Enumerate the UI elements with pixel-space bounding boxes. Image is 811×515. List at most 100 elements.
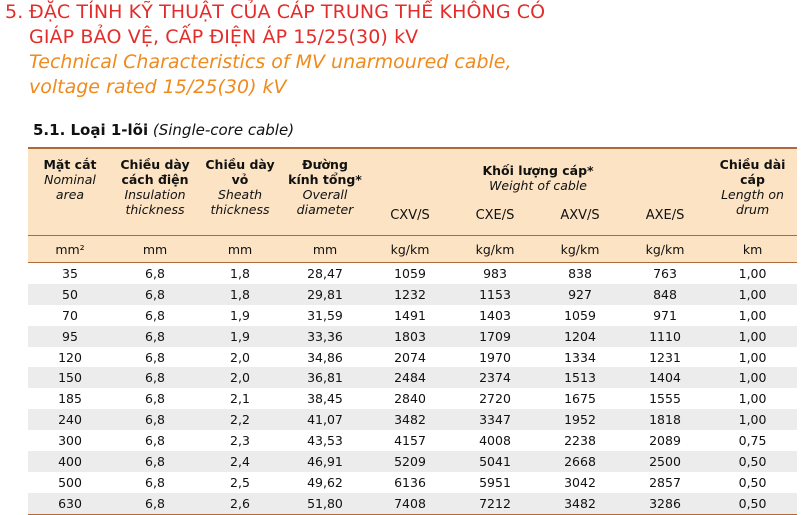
table-row: 95 6,8 1,9 33,36 1803 1709 1204 1110 1,00 [28, 325, 798, 347]
cell-diameter: 31,59 [307, 307, 343, 323]
cell-sheath: 2,2 [198, 409, 282, 431]
header-weight-of-cable: Khối lượng cáp* Weight of cable [368, 148, 709, 195]
cell-area: 185 [58, 391, 82, 407]
cell-cxe-s: 5041 [452, 451, 538, 472]
cell-insulation: 6,8 [112, 409, 198, 431]
table-row: 70 6,8 1,9 31,59 1491 1403 1059 971 1,00 [28, 305, 797, 326]
cell-cxe-s: 1153 [452, 283, 538, 305]
table-row: 185 6,8 2,1 38,45 2840 2720 1675 1555 1,00 [28, 388, 797, 409]
table-row: 120 6,8 2,0 34,86 2074 1970 1334 1231 1,00 [28, 347, 797, 368]
cell-sheath: 1,9 [230, 307, 250, 323]
cell-diameter: 41,07 [282, 409, 368, 431]
unit-cell: mm [282, 235, 368, 263]
cell-length: 1,00 [708, 409, 798, 431]
cell-axv-s: 1204 [538, 325, 622, 347]
cell-cxv-s: 2074 [394, 349, 426, 365]
cell-cxv-s: 1232 [368, 283, 452, 305]
cell-length: 1,00 [708, 283, 798, 305]
cell-axv-s: 1059 [564, 307, 596, 323]
cell-axv-s: 3042 [564, 474, 596, 490]
cell-insulation: 6,8 [145, 391, 165, 407]
cell-length: 0,50 [708, 451, 798, 472]
cell-area: 150 [28, 367, 112, 389]
cell-cxe-s: 5951 [479, 474, 511, 490]
heading-vietnamese-line-1: 5. ĐẶC TÍNH KỸ THUẬT CỦA CÁP TRUNG THẾ KH… [5, 0, 545, 25]
table-row: 300 6,8 2,3 43,53 4157 4008 2238 2089 0,75 [28, 430, 797, 451]
cell-axe-s: 3286 [622, 492, 709, 515]
header-cxv-s: CXV/S [368, 195, 452, 236]
cell-diameter: 49,62 [307, 474, 343, 490]
cell-diameter: 34,86 [307, 349, 343, 365]
cell-cxe-s: 1403 [479, 307, 511, 323]
cell-cxv-s: 1059 [394, 265, 426, 281]
cell-cxe-s: 4008 [479, 433, 511, 449]
cell-sheath: 1,9 [198, 325, 282, 347]
cell-area: 500 [58, 474, 82, 490]
cell-length: 1,00 [708, 367, 798, 389]
cell-insulation: 6,8 [145, 265, 165, 281]
cell-cxe-s: 1709 [452, 325, 538, 347]
table-row: 240 6,8 2,2 41,07 3482 3347 1952 1818 1,00 [28, 409, 798, 431]
unit-cell: km [708, 235, 798, 263]
header-axv-s: AXV/S [538, 195, 622, 236]
cell-axe-s: 971 [653, 307, 677, 323]
cell-sheath: 2,1 [230, 391, 250, 407]
header-cxe-s: CXE/S [452, 195, 538, 236]
table-row: 630 6,8 2,6 51,80 7408 7212 3482 3286 0,50 [28, 492, 798, 515]
cell-axe-s: 848 [622, 283, 709, 305]
cell-axe-s: 763 [653, 265, 677, 281]
cell-axe-s: 2089 [649, 433, 681, 449]
header-axe-s: AXE/S [622, 195, 709, 236]
cell-cxv-s: 2484 [368, 367, 452, 389]
subsection-title: 5.1. Loại 1-lõi (Single-core cable) [33, 121, 294, 139]
cell-insulation: 6,8 [145, 433, 165, 449]
unit-cell: kg/km [622, 235, 709, 263]
cell-axe-s: 1110 [622, 325, 709, 347]
cell-cxe-s: 1970 [479, 349, 511, 365]
cell-axv-s: 1334 [564, 349, 596, 365]
cell-cxv-s: 1803 [368, 325, 452, 347]
cell-cxv-s: 5209 [368, 451, 452, 472]
cell-cxv-s: 1491 [394, 307, 426, 323]
cell-length: 1,00 [708, 325, 798, 347]
cell-area: 50 [28, 283, 112, 305]
cell-sheath: 2,5 [230, 474, 250, 490]
cell-insulation: 6,8 [112, 325, 198, 347]
units-row: mm² mm mm mm kg/km kg/km kg/km kg/km km [28, 235, 798, 263]
cell-length: 1,00 [738, 391, 767, 407]
cell-area: 400 [28, 451, 112, 472]
cell-length: 1,00 [738, 265, 767, 281]
table-row: 150 6,8 2,0 36,81 2484 2374 1513 1404 1,00 [28, 367, 798, 389]
unit-cell: mm [198, 235, 282, 263]
cell-insulation: 6,8 [112, 492, 198, 515]
cell-axe-s: 2500 [622, 451, 709, 472]
cell-area: 120 [58, 349, 82, 365]
cell-insulation: 6,8 [112, 283, 198, 305]
heading-vi-text-1: ĐẶC TÍNH KỸ THUẬT CỦA CÁP TRUNG THẾ KHÔN… [29, 1, 546, 23]
cell-insulation: 6,8 [145, 349, 165, 365]
subsection-title-bold: 5.1. Loại 1-lõi [33, 121, 149, 139]
cell-length: 0,50 [738, 474, 767, 490]
cell-axv-s: 838 [568, 265, 592, 281]
cell-insulation: 6,8 [112, 451, 198, 472]
unit-cell: mm² [28, 235, 112, 263]
cell-area: 35 [62, 265, 78, 281]
cell-sheath: 2,6 [198, 492, 282, 515]
cell-sheath: 1,8 [198, 283, 282, 305]
cell-area: 300 [58, 433, 82, 449]
cell-length: 1,00 [738, 349, 767, 365]
cell-diameter: 46,91 [282, 451, 368, 472]
cell-cxv-s: 7408 [368, 492, 452, 515]
heading-english-line-2: voltage rated 15/25(30) kV [29, 76, 287, 98]
section-number: 5. [5, 1, 24, 23]
cell-area: 240 [28, 409, 112, 431]
cell-axe-s: 1818 [622, 409, 709, 431]
cell-axe-s: 1231 [649, 349, 681, 365]
unit-cell: mm [112, 235, 198, 263]
cell-axv-s: 2238 [564, 433, 596, 449]
section-heading: 5. ĐẶC TÍNH KỸ THUẬT CỦA CÁP TRUNG THẾ KH… [5, 0, 545, 100]
cell-axe-s: 1555 [649, 391, 681, 407]
cell-length: 0,50 [708, 492, 798, 515]
cell-cxv-s: 6136 [394, 474, 426, 490]
cell-axe-s: 1404 [622, 367, 709, 389]
